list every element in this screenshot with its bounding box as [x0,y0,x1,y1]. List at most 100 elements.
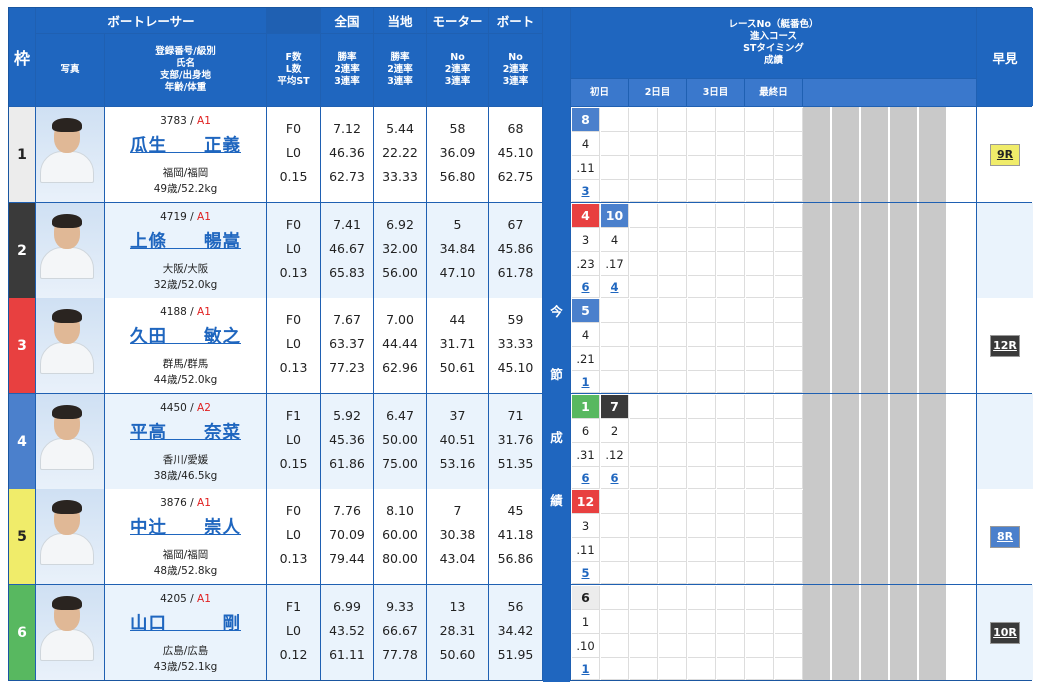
result-cell [688,156,716,180]
result-cell [630,586,658,610]
result-cell [746,180,774,202]
result-cell [659,347,687,371]
header-line: 2連率 [444,64,471,75]
result-cell [601,562,629,584]
hayami-race-link[interactable]: 8R [990,525,1020,548]
stat-value: 43.04 [439,551,476,566]
result-rank-link[interactable]: 6 [601,467,629,489]
header-line: 成 [550,430,563,445]
result-rank-link[interactable]: 1 [572,658,600,680]
result-cell [659,132,687,156]
stat-value: 7.76 [333,503,361,518]
stat-zenkoku: 6.99 43.52 61.11 [321,585,373,680]
result-cell [601,347,629,371]
empty-day-cell [861,394,889,489]
stat-value: 0.13 [279,360,308,375]
header-day-1: 初日 [571,79,628,106]
racer-name-link[interactable]: 久田 敏之 [130,327,241,347]
result-cell [717,323,745,347]
empty-day-cell [803,298,831,393]
hair [52,309,82,323]
result-cell [659,252,687,276]
result-cell [775,634,803,658]
result-cell [688,538,716,562]
stat-touchi: 5.44 22.22 33.33 [374,107,426,202]
header-line: F数 [285,52,302,63]
race-no-badge: 8 [572,108,600,132]
hayami-race-link[interactable]: 12R [990,334,1020,357]
racer-photo[interactable] [36,394,104,489]
result-cell [630,562,658,584]
stat-value: 0.15 [279,169,308,184]
empty-day-cell [890,298,918,393]
stat-value: F0 [285,312,302,327]
header-hayami: 早見 [977,8,1033,106]
racer-name-link[interactable]: 山口 剛 [130,614,241,634]
racer-photo[interactable] [36,585,104,680]
stat-value: 61.11 [329,647,365,662]
result-rank-link[interactable]: 4 [601,276,629,298]
racer-name-link[interactable]: 中辻 崇人 [130,518,241,538]
racer-photo[interactable] [36,298,104,393]
result-cell [630,180,658,202]
result-rank-link[interactable]: 5 [572,562,600,584]
empty-day-cell [861,585,889,680]
result-cell [688,634,716,658]
result-cell [746,490,774,514]
registration: 3876 / A1 [160,497,211,509]
reg-number: 4450 [160,402,187,414]
stat-value: 7.12 [333,121,361,136]
result-cell [775,204,803,228]
result-rank-link[interactable]: 6 [572,276,600,298]
header-touchi-sub: 勝率 2連率 3連率 [374,34,426,106]
uniform [40,629,94,661]
hayami-race-link[interactable]: 9R [990,143,1020,166]
stat-value: 46.67 [329,241,365,256]
header-line: 平均ST [277,76,310,87]
results-area: 6 1.10 1 [571,585,976,680]
racer-name-link[interactable]: 瓜生 正義 [130,136,241,156]
header-fl: F数 L数 平均ST [267,34,320,106]
result-cell [717,180,745,202]
header-line: 3連率 [444,76,471,87]
result-rank-link[interactable]: 6 [572,467,600,489]
avatar [40,596,94,661]
hayami-race-link[interactable]: 10R [990,621,1020,644]
result-rank-link[interactable]: 3 [572,180,600,202]
stat-value: 41.18 [497,527,534,542]
stat-motor: 58 36.09 56.80 [427,107,488,202]
uniform [40,342,94,374]
st-timing: .11 [572,156,600,180]
result-cell [601,586,629,610]
racer-photo[interactable] [36,489,104,584]
result-cell [717,419,745,443]
race-no-badge: 5 [572,299,600,323]
racer-name-link[interactable]: 上條 暢嵩 [130,232,241,252]
result-cell [746,252,774,276]
empty-day-cell [919,203,947,298]
stat-value: 0.12 [279,647,308,662]
st-timing: .17 [601,252,629,276]
st-timing: .11 [572,538,600,562]
racer-name-link[interactable]: 平高 奈菜 [130,423,241,443]
racer-photo[interactable] [36,107,104,202]
racer-photo[interactable] [36,203,104,298]
header-boat-sub: No 2連率 3連率 [489,34,542,106]
result-rank-link[interactable]: 1 [572,371,600,393]
stat-value: 65.83 [329,265,365,280]
stat-touchi: 6.92 32.00 56.00 [374,203,426,298]
stat-value: 7.41 [333,217,361,232]
reg-number: 4205 [160,593,187,605]
stat-fl: F0 L0 0.13 [267,489,320,584]
header-line: L数 [285,64,302,75]
branch-birthplace: 福岡/福岡 [162,167,209,179]
stat-value: 13 [449,599,466,614]
stat-value: 6.47 [386,408,414,423]
stat-value: 51.35 [497,456,534,471]
empty-day-cell [803,585,831,680]
stat-touchi: 8.10 60.00 80.00 [374,489,426,584]
stat-value: 6.99 [333,599,361,614]
stat-motor: 37 40.51 53.16 [427,394,488,489]
result-cell [717,132,745,156]
stat-fl: F1 L0 0.12 [267,585,320,680]
